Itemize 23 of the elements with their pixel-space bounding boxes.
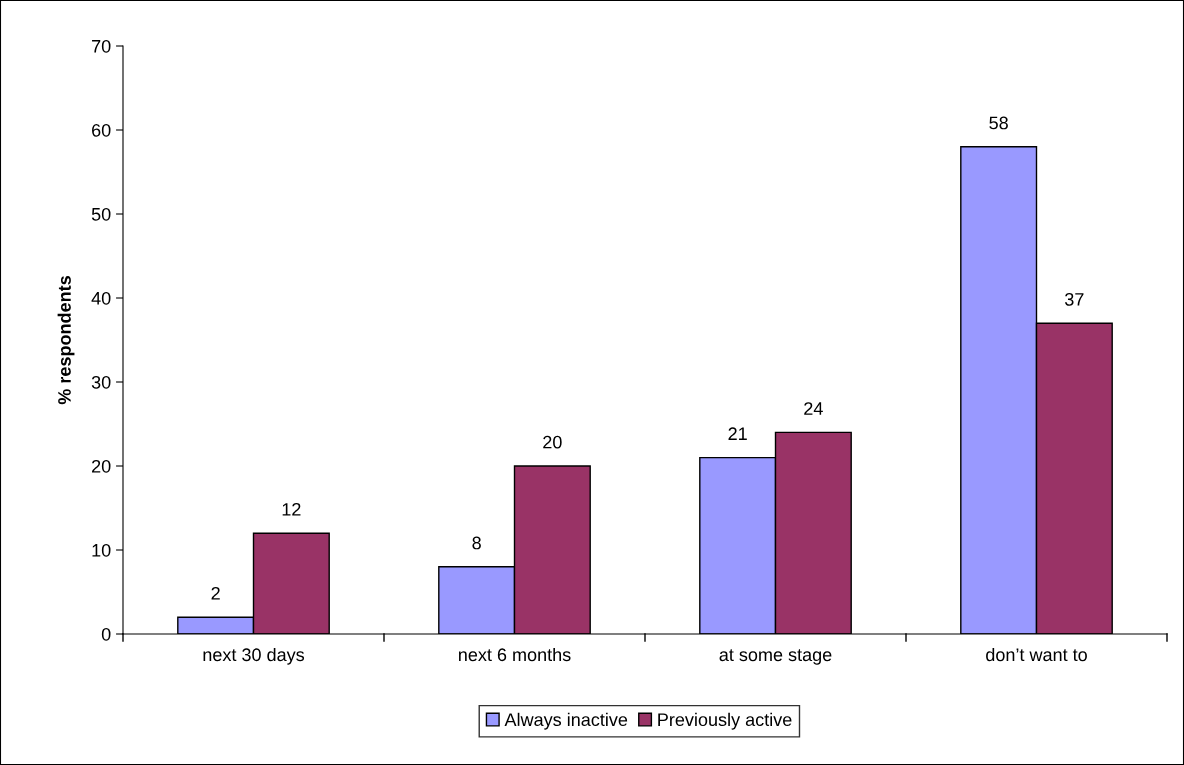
legend-label: Always inactive bbox=[504, 712, 628, 730]
x-tick-label: next 6 months bbox=[459, 647, 571, 662]
y-tick-label: 20 bbox=[92, 459, 111, 473]
y-tick-label: 70 bbox=[92, 39, 111, 53]
legend-label: Previously active bbox=[658, 712, 792, 730]
y-tick-label: 30 bbox=[91, 375, 111, 389]
x-tick-label: don’t want to bbox=[986, 647, 1087, 662]
data-label: 21 bbox=[728, 427, 747, 440]
data-label: 2 bbox=[211, 586, 220, 600]
data-label: 8 bbox=[472, 536, 481, 550]
data-label: 58 bbox=[989, 116, 1008, 130]
data-label: 24 bbox=[804, 402, 823, 415]
x-tick-label: at some stage bbox=[719, 649, 832, 665]
y-tick-label: 0 bbox=[101, 627, 111, 641]
data-label: 20 bbox=[543, 435, 562, 449]
y-tick-label: 60 bbox=[92, 123, 111, 137]
y-tick-label: 10 bbox=[92, 543, 111, 557]
y-tick-label: 50 bbox=[91, 207, 111, 221]
y-tick-label: 40 bbox=[91, 291, 111, 305]
x-tick-label: next 30 days bbox=[203, 647, 305, 665]
data-label: 12 bbox=[282, 502, 301, 516]
y-axis-title: % respondents bbox=[57, 276, 75, 405]
data-label: 37 bbox=[1064, 292, 1084, 306]
